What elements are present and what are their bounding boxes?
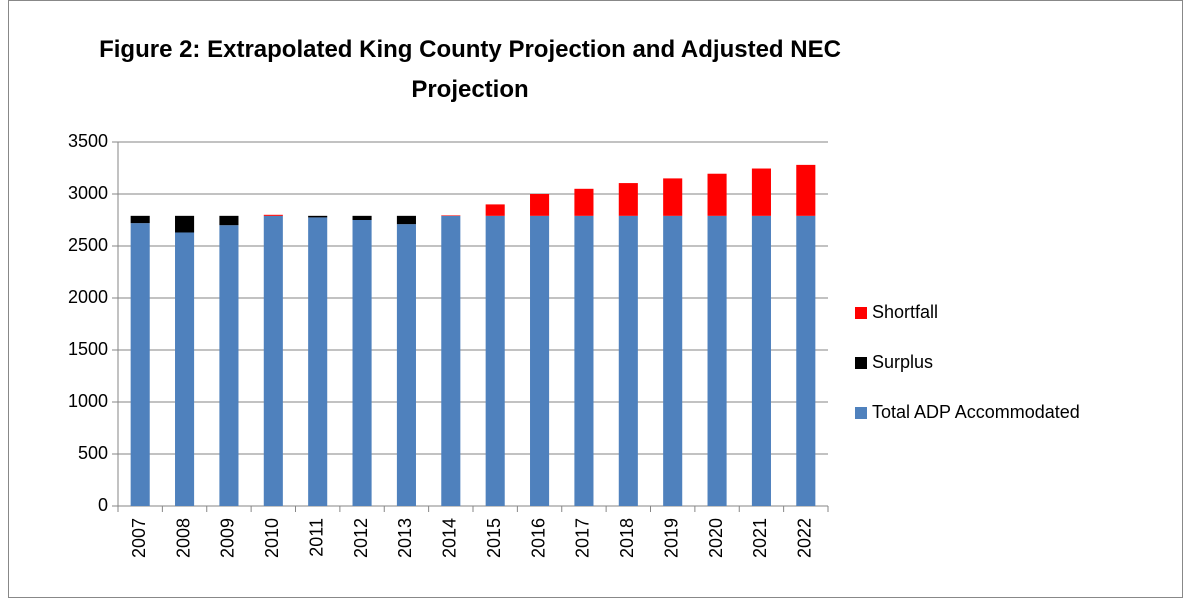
bar-segment (574, 188, 594, 216)
bar-segment (530, 194, 550, 216)
bar-segment (663, 178, 683, 216)
bar-segment (352, 215, 372, 220)
bar-segment (530, 215, 550, 506)
y-tick-label: 500 (78, 443, 108, 463)
chart-title: Figure 2: Extrapolated King County Proje… (99, 36, 841, 103)
x-tick-label: 2010 (262, 518, 282, 558)
y-tick-label: 2500 (68, 235, 108, 255)
x-tick-label: 2020 (706, 518, 726, 558)
bar-segment (263, 214, 283, 216)
bar-segment (441, 215, 461, 506)
x-tick-label: 2011 (306, 518, 326, 557)
bar-segment (618, 183, 638, 216)
bar-segment (485, 204, 505, 216)
legend-swatch (855, 357, 867, 369)
x-tick-label: 2015 (484, 518, 504, 558)
x-tick-label: 2021 (750, 518, 770, 558)
bar-segment (308, 217, 328, 506)
x-tick-label: 2017 (573, 518, 593, 558)
bar-segment (175, 232, 195, 507)
legend-label: Total ADP Accommodated (872, 402, 1080, 422)
y-tick-label: 1500 (68, 339, 108, 359)
bar-segment (175, 215, 195, 233)
x-tick-label: 2019 (661, 518, 681, 558)
x-tick-label: 2018 (617, 518, 637, 558)
bar-segment (796, 164, 816, 216)
bar-segment (796, 215, 816, 506)
chart-frame (8, 0, 1183, 598)
x-tick-label: 2013 (395, 518, 415, 558)
legend-label: Shortfall (872, 302, 938, 322)
y-tick-label: 3500 (68, 131, 108, 151)
legend-label: Surplus (872, 352, 933, 372)
bar-segment (219, 225, 239, 506)
y-tick-label: 2000 (68, 287, 108, 307)
x-tick-label: 2016 (528, 518, 548, 558)
bar-segment (130, 215, 150, 224)
bar-segment (352, 220, 372, 506)
x-tick-label: 2007 (129, 518, 149, 558)
bar-segment (663, 215, 683, 506)
y-tick-label: 0 (98, 495, 108, 515)
bar-segment (396, 215, 416, 225)
bar-segment (751, 215, 771, 506)
x-tick-label: 2014 (440, 518, 460, 558)
bar-segment (751, 168, 771, 216)
x-tick-label: 2022 (795, 518, 815, 558)
bar-segment (707, 215, 727, 506)
bar-segment (130, 223, 150, 506)
legend-swatch (855, 307, 867, 319)
bar-segment (219, 215, 239, 226)
y-tick-label: 3000 (68, 183, 108, 203)
bar-segment (574, 215, 594, 506)
bar-segment (707, 173, 727, 216)
bar-segment (485, 215, 505, 506)
bar-segment (618, 215, 638, 506)
x-tick-label: 2012 (351, 518, 371, 558)
bar-segment (396, 224, 416, 506)
y-tick-label: 1000 (68, 391, 108, 411)
x-tick-label: 2008 (173, 518, 193, 558)
x-tick-label: 2009 (218, 518, 238, 558)
bar-segment (441, 215, 461, 216)
legend-swatch (855, 407, 867, 419)
bar-segment (308, 215, 328, 218)
bar-segment (263, 215, 283, 506)
